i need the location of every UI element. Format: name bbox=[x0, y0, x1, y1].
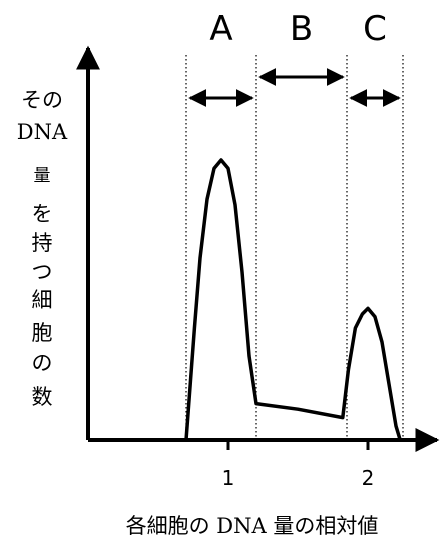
y-axis-label-line: その bbox=[21, 88, 63, 112]
y-axis-label-line: 細 bbox=[32, 288, 53, 312]
y-axis-label-line: 胞 bbox=[32, 321, 53, 345]
y-axis-label-line: つ bbox=[32, 260, 53, 284]
y-axis-label: その DNA 量 を 持 つ 細 胞 の 数 bbox=[17, 88, 68, 409]
y-axis-label-line: 数 bbox=[32, 385, 53, 409]
x-tick-label: 2 bbox=[362, 466, 375, 490]
y-axis-label-line: DNA bbox=[17, 120, 68, 144]
x-axis-label: 各細胞の DNA 量の相対値 bbox=[126, 514, 379, 538]
data-series bbox=[184, 158, 402, 441]
region-brackets: A B C bbox=[185, 9, 404, 440]
series-line bbox=[184, 158, 402, 441]
region-label: A bbox=[209, 9, 232, 49]
y-axis-label-line: を bbox=[32, 202, 53, 226]
y-axis-label-line: 量 bbox=[34, 166, 51, 186]
y-axis-label-line: 持 bbox=[32, 231, 53, 255]
y-axis-label-line: の bbox=[32, 351, 53, 375]
x-tick-label: 1 bbox=[222, 466, 235, 490]
region-label: B bbox=[290, 9, 313, 49]
region-label: C bbox=[363, 9, 387, 49]
